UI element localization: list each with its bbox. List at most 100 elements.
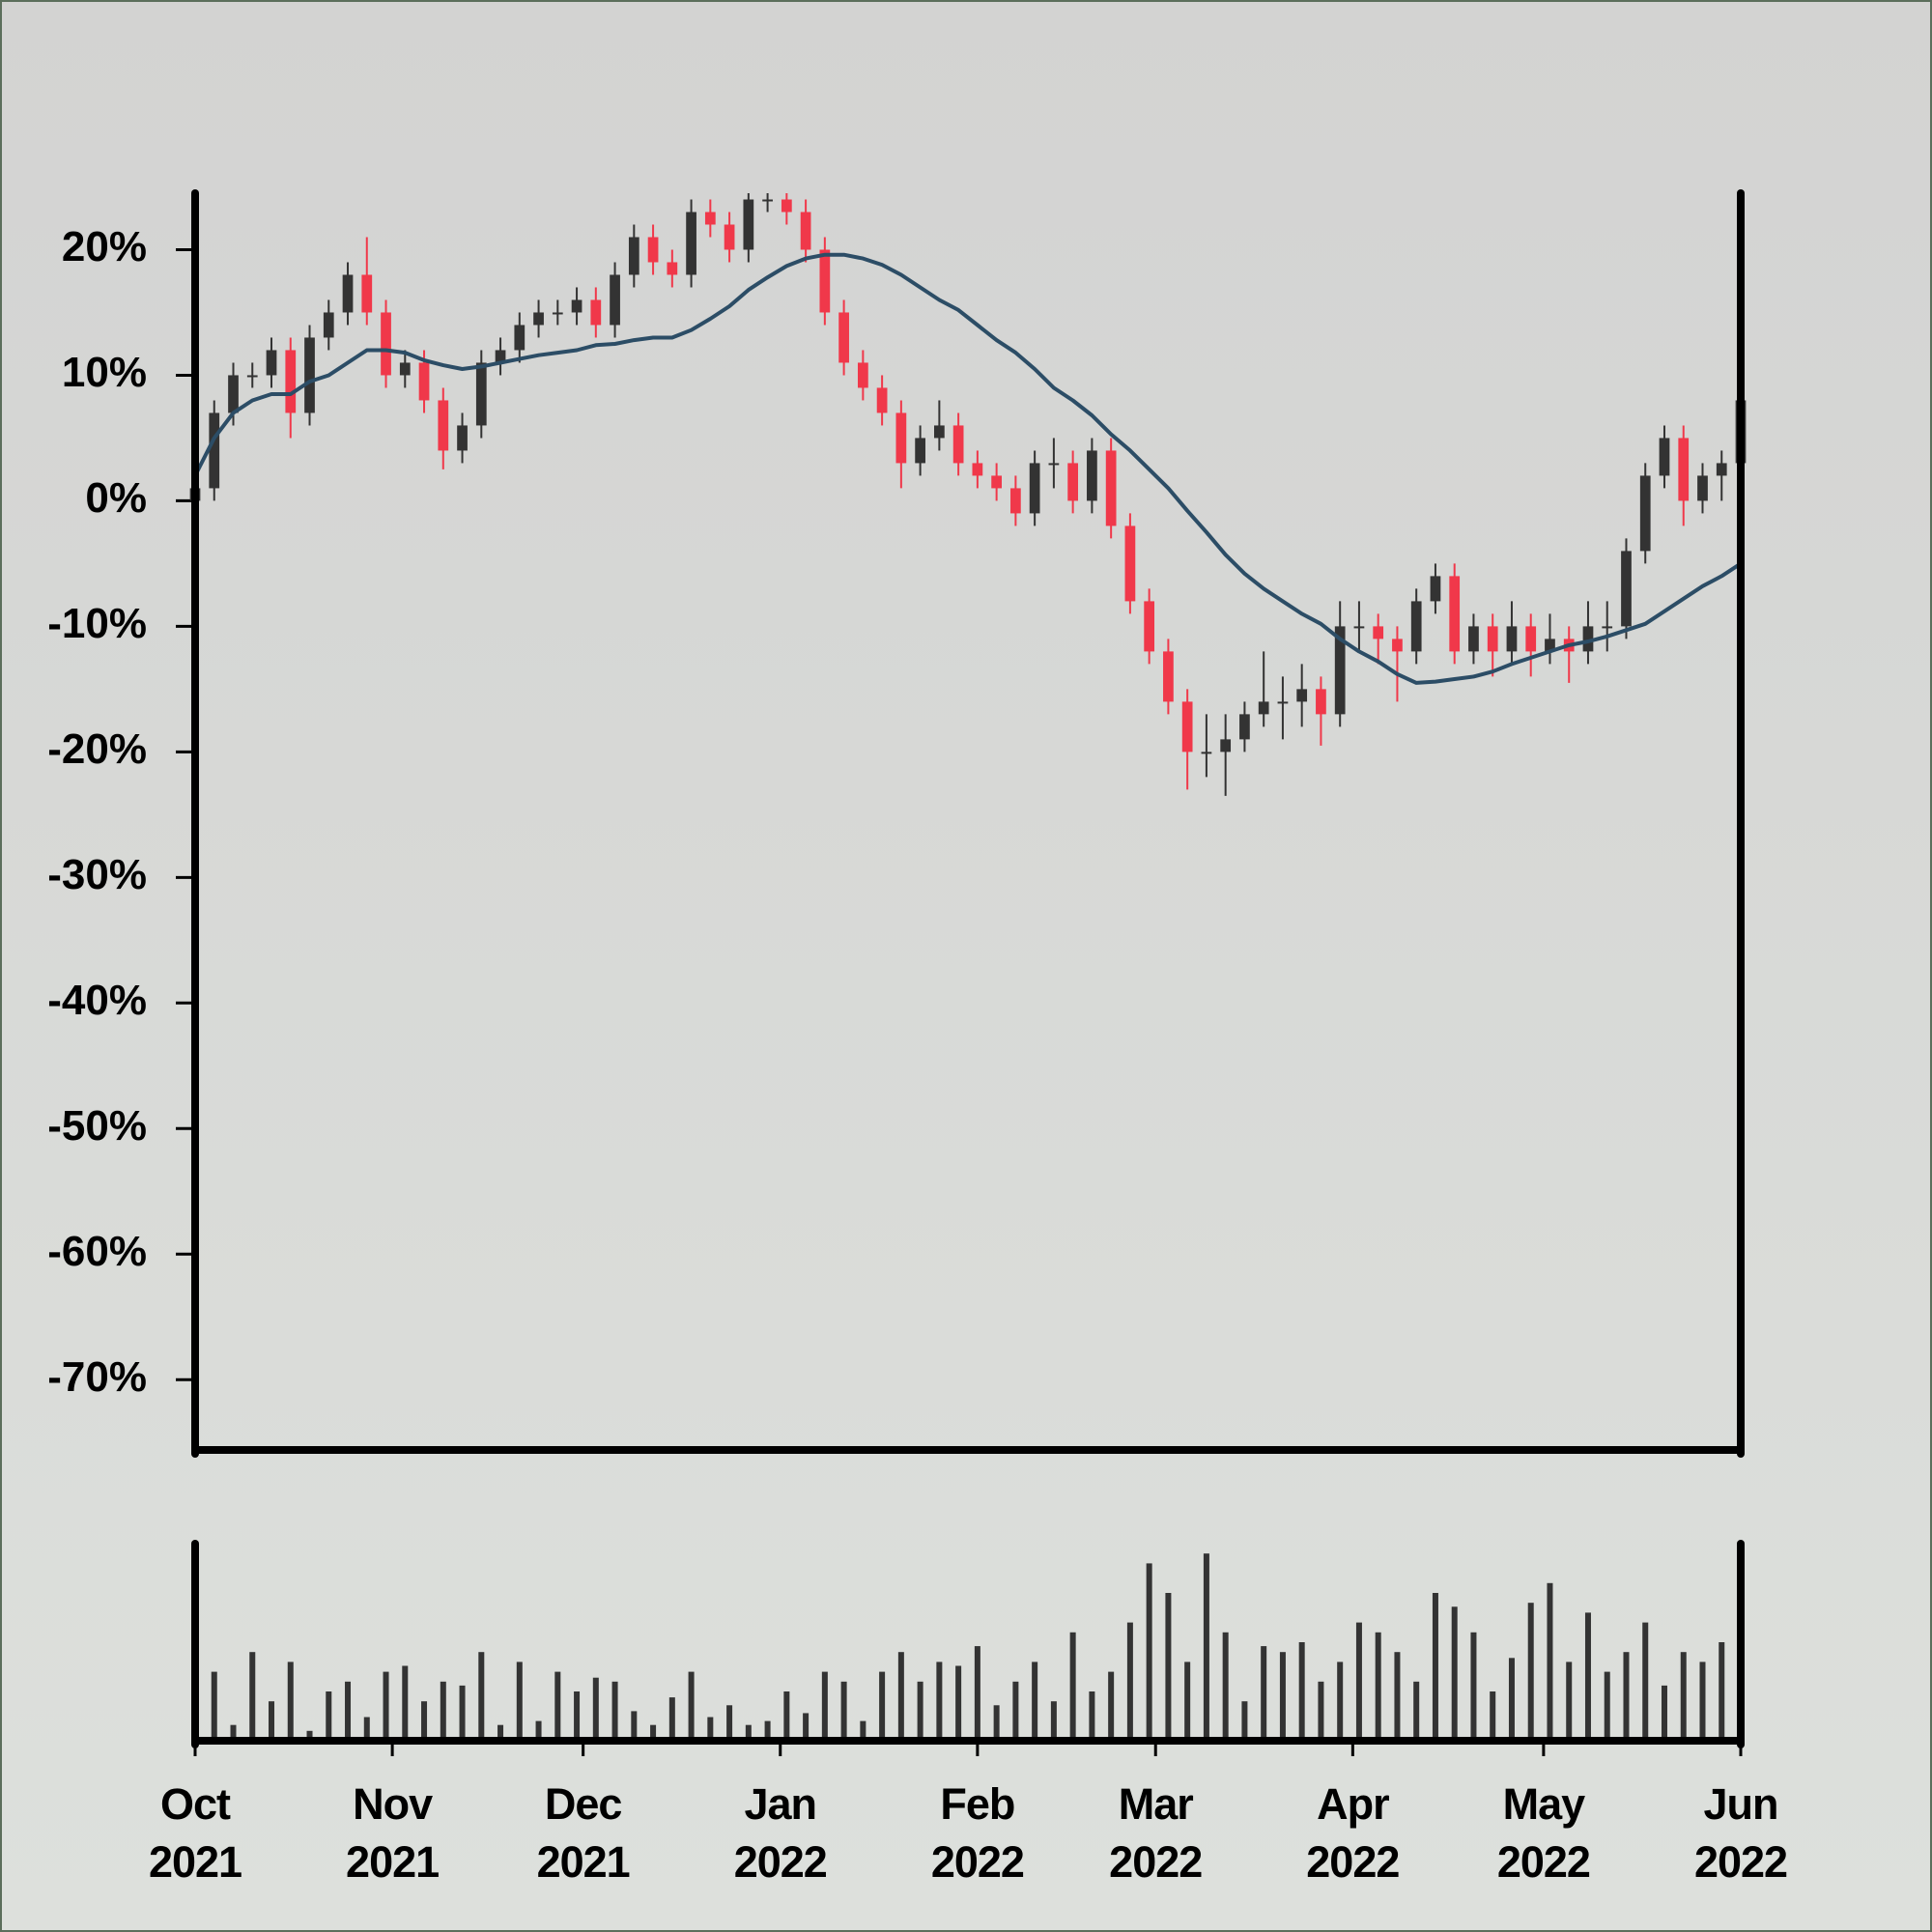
volume-bar [1508, 1658, 1515, 1741]
volume-bar [1375, 1632, 1381, 1741]
candle-body [1296, 689, 1308, 702]
candle-body [1353, 626, 1365, 629]
volume-bar [1108, 1671, 1115, 1741]
y-tick-label: 10% [62, 349, 147, 396]
y-tick-label: -20% [47, 725, 147, 773]
volume-bar [516, 1662, 523, 1741]
volume-bar [1394, 1652, 1401, 1741]
candle-body [1316, 689, 1326, 715]
candle-body [533, 312, 544, 326]
x-tick-label: Nov 2021 [346, 1779, 440, 1887]
volume-bar [1050, 1701, 1057, 1741]
volume-bar [688, 1671, 695, 1741]
volume-bar [955, 1665, 962, 1741]
candle-body [972, 463, 983, 476]
volume-bar [497, 1724, 504, 1741]
y-tick-label: -60% [47, 1228, 147, 1275]
candle-body [1087, 450, 1097, 501]
volume-bar [1012, 1681, 1019, 1741]
candle-body [475, 362, 487, 426]
candle-body [342, 274, 354, 313]
candle-body [647, 237, 659, 263]
volume-bar [1261, 1646, 1267, 1741]
volume-bar [326, 1691, 332, 1741]
candle-body [1659, 438, 1670, 476]
volume-bar [1623, 1652, 1630, 1741]
x-tick-label: Oct 2021 [148, 1779, 242, 1887]
x-tick-label: Dec 2021 [536, 1779, 631, 1887]
x-tick-label: Apr 2022 [1306, 1779, 1400, 1887]
volume-bar [345, 1681, 352, 1741]
candle-body [1449, 576, 1461, 652]
candle-body [1258, 701, 1269, 715]
y-tick-label: -30% [47, 851, 147, 898]
x-tick-label: May 2022 [1496, 1779, 1591, 1887]
volume-bar [1318, 1681, 1324, 1741]
volume-bar [611, 1681, 618, 1741]
y-tick-label: -40% [47, 977, 147, 1024]
candle-body [704, 212, 716, 225]
volume-bar [1584, 1612, 1591, 1741]
candle-body [1392, 639, 1403, 652]
volume-bar [764, 1720, 771, 1741]
volume-bar [707, 1717, 714, 1741]
candle-body [514, 325, 526, 351]
x-tick-label: Jun 2022 [1693, 1779, 1788, 1887]
volume-bar [783, 1691, 790, 1741]
candle-body [246, 375, 258, 378]
y-tick-label: -10% [47, 600, 147, 647]
volume-bar [459, 1685, 466, 1741]
candle-body [1468, 626, 1479, 652]
candle-body [1525, 626, 1537, 652]
volume-bar [1298, 1642, 1305, 1741]
candle-body [571, 299, 582, 313]
volume-bar [803, 1713, 810, 1741]
candle-body [1181, 701, 1193, 753]
volume-bar [1165, 1593, 1172, 1741]
volume-bar [1222, 1632, 1229, 1741]
candle-body [1410, 601, 1422, 652]
candle-body [838, 312, 849, 363]
volume-bar [1490, 1691, 1496, 1741]
y-tick-label: -50% [47, 1102, 147, 1150]
candle-body [1545, 639, 1555, 652]
volume-bar [897, 1652, 904, 1741]
y-tick-label: 0% [85, 474, 147, 522]
candle-body [1430, 576, 1441, 602]
volume-bar [1470, 1632, 1477, 1741]
candle-body [724, 224, 735, 250]
volume-bar [1184, 1662, 1191, 1741]
volume-bar [821, 1671, 828, 1741]
volume-bar [287, 1662, 294, 1741]
x-tick-label: Mar 2022 [1109, 1779, 1203, 1887]
candle-body [209, 412, 220, 489]
volume-bar [1680, 1652, 1687, 1741]
candle-body [399, 362, 411, 376]
candle-body [800, 212, 811, 250]
volume-bar [363, 1717, 370, 1741]
volume-bar [249, 1652, 256, 1741]
candle-body [991, 475, 1002, 489]
volume-bar [917, 1681, 923, 1741]
volume-bar [306, 1730, 313, 1741]
candle-body [1201, 752, 1212, 754]
candle-body [1220, 739, 1232, 753]
volume-bar [1355, 1622, 1362, 1741]
candle-body [1105, 450, 1117, 526]
candle-body [915, 438, 925, 464]
candle-body [1048, 463, 1060, 466]
volume-bar [1642, 1622, 1649, 1741]
candle-body [381, 312, 391, 376]
volume-bar [745, 1724, 752, 1741]
candle-body [1124, 526, 1136, 602]
candle-body [743, 199, 754, 250]
candle-body [457, 425, 468, 451]
volume-bar [421, 1701, 428, 1741]
volume-bar [383, 1671, 389, 1741]
volume-bar [1146, 1563, 1152, 1741]
volume-bar [554, 1671, 561, 1741]
candle-body [1029, 463, 1040, 514]
volume-bar [1527, 1603, 1534, 1741]
volume-bar [879, 1671, 886, 1741]
